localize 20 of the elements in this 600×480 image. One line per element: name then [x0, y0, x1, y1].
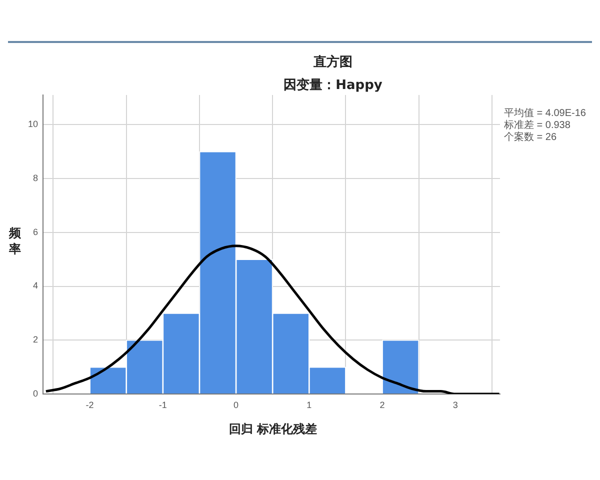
y-tick-label: 8	[32, 172, 38, 183]
x-tick-label: 2	[380, 400, 385, 410]
text: 平均值 = 4.09E-16	[504, 108, 586, 120]
x-axis-title: 回归 标准化残差	[228, 421, 318, 438]
y-tick-label: 6	[32, 226, 38, 237]
x-tick-label: -1	[158, 400, 167, 410]
text: 个案数 = 26	[504, 132, 557, 144]
chart-subtitle: 因变量：Happy	[282, 76, 384, 94]
x-tick-label: 1	[306, 400, 312, 410]
x-tick-label: 0	[234, 400, 239, 410]
y-axis-title: 频率	[9, 225, 22, 257]
x-tick-label: -2	[86, 400, 94, 410]
chart-title: 直方图	[312, 54, 354, 71]
x-tick-label: 3	[452, 400, 458, 410]
text: 标准差 = 0.938	[504, 120, 570, 132]
y-tick-label: 2	[32, 334, 38, 345]
line-series	[44, 244, 500, 394]
y-tick-label: 0	[32, 388, 38, 398]
y-tick-label: 10	[28, 119, 38, 130]
y-tick-label: 4	[32, 280, 38, 291]
